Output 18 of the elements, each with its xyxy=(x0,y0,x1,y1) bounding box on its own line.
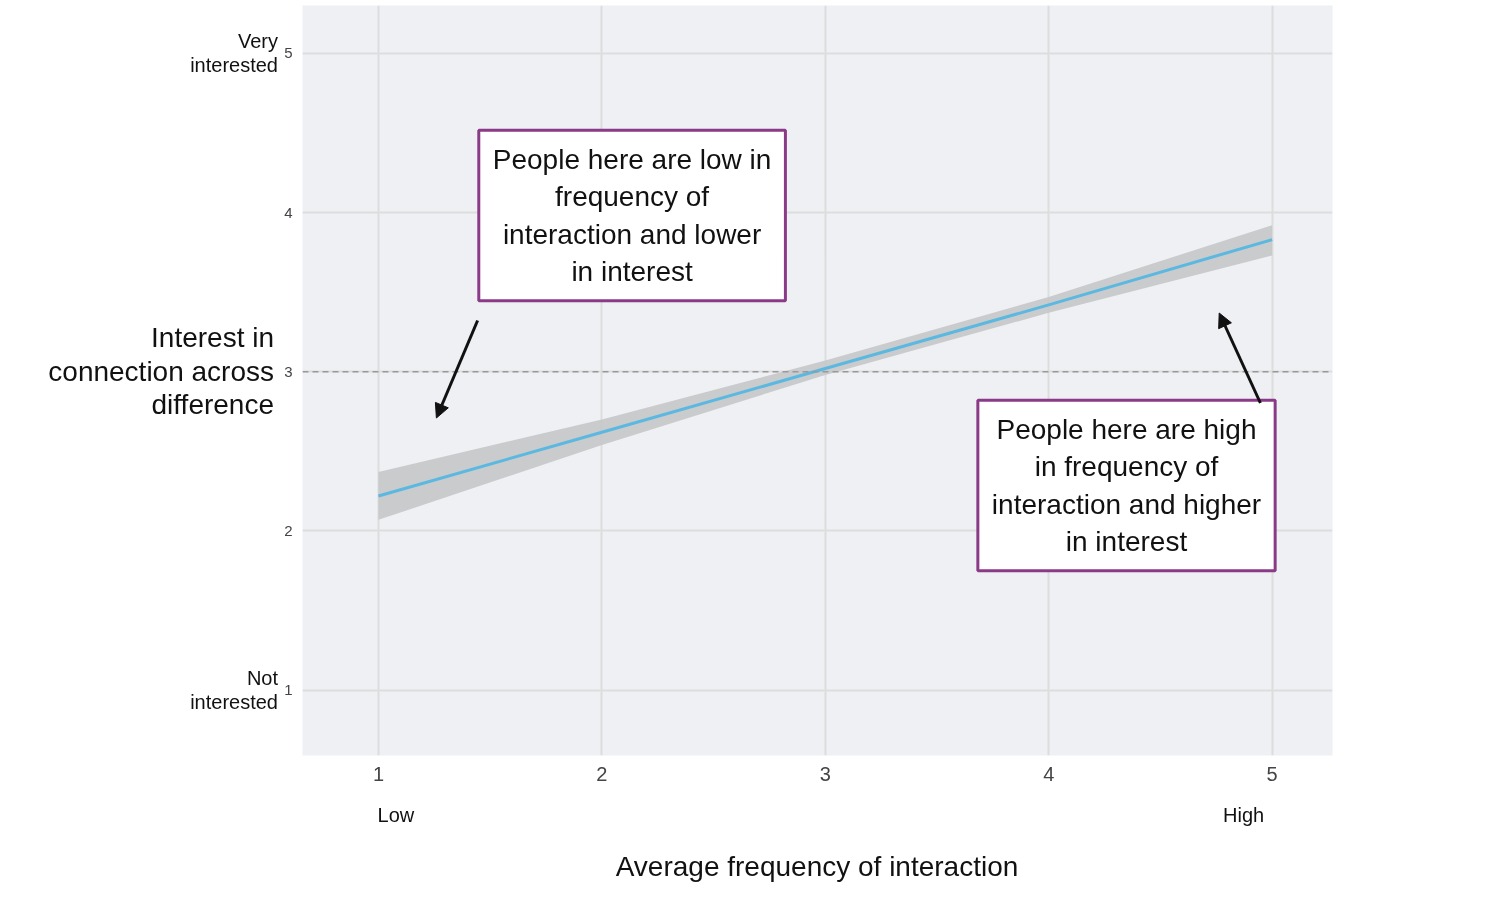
annotation: People here are high in frequency of interaction and higher in interest xyxy=(991,414,1262,557)
y-tick-label: 3 xyxy=(284,362,293,380)
y-axis-title: Interest in connection across difference xyxy=(47,320,274,422)
text: Very interested xyxy=(189,28,278,77)
text: Not interested xyxy=(189,665,278,714)
annotation: People here are low in frequency of interaction and lower in interest xyxy=(492,144,772,287)
y-tick-label: 2 xyxy=(284,521,293,539)
text: Low xyxy=(376,803,416,827)
x-tick-label: 4 xyxy=(1043,762,1055,785)
y-tick-label: 4 xyxy=(284,203,293,221)
y-tick-label: 1 xyxy=(284,681,293,699)
x-tick-label: 1 xyxy=(372,762,385,785)
x-tick-label: 2 xyxy=(596,762,608,785)
x-tick-label: 3 xyxy=(819,762,831,785)
text: High xyxy=(1222,803,1266,827)
x-axis-title: Average frequency of interaction xyxy=(614,850,1020,884)
x-tick-label: 5 xyxy=(1266,762,1278,785)
y-tick-label: 5 xyxy=(284,44,293,62)
